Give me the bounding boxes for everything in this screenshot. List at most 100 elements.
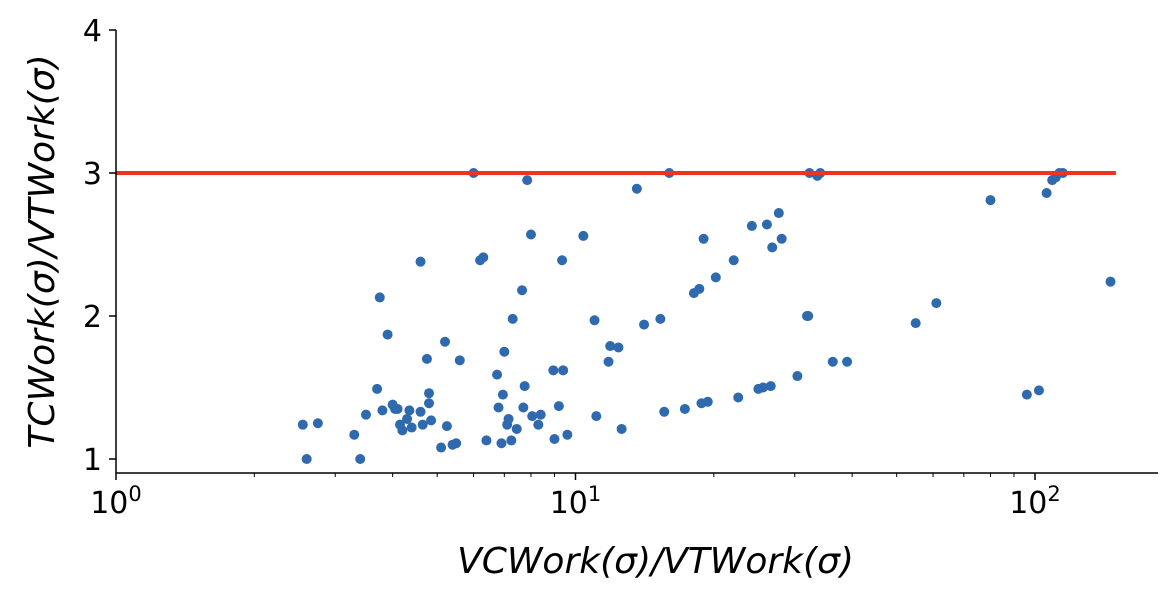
data-point [639,319,650,330]
data-point [493,402,504,413]
data-point [761,219,772,230]
y-tick-label: 1 [83,443,102,478]
data-point [746,220,757,231]
data-point [694,283,705,294]
data-point [503,413,514,424]
data-point [374,292,385,303]
data-point [382,329,393,340]
data-point [522,175,533,186]
data-point [301,454,312,464]
data-point [616,423,627,434]
y-tick-label: 2 [83,300,102,335]
data-point [557,255,568,266]
data-point [985,195,996,206]
x-tick-label: 101 [550,482,602,521]
data-point [1033,385,1044,396]
data-point [803,311,814,321]
data-point [441,421,452,432]
data-point [589,315,600,326]
data-point [910,318,921,329]
data-point [436,442,447,453]
y-axis-ticks: 1 2 3 4 [83,14,116,478]
data-point [767,242,778,253]
data-point [655,313,666,324]
data-point [733,392,744,403]
data-point [426,415,437,426]
data-point [440,336,451,347]
data-point [454,355,465,366]
data-point [406,422,417,433]
data-point [506,435,517,446]
data-point [402,413,413,424]
data-point [591,411,602,422]
data-point [511,423,522,434]
data-point [451,438,462,449]
data-point [481,435,492,446]
data-point [710,272,721,283]
data-point [773,208,784,219]
data-point [535,409,546,420]
data-point [631,183,642,194]
x-tick-label: 100 [90,482,142,521]
data-point [659,406,670,417]
data-point [548,365,559,376]
data-point [417,419,428,430]
data-point [931,298,942,309]
data-point [558,365,569,376]
data-point [404,405,415,416]
data-point [827,356,838,367]
y-tick-label: 4 [83,14,102,49]
data-point [578,230,589,241]
data-point [553,401,564,412]
data-point [497,389,508,400]
data-points [297,168,1116,464]
data-point [360,409,371,420]
data-point [377,405,388,416]
data-point [372,383,383,394]
data-point [312,418,323,429]
x-axis-ticks: 100 101 102 [90,473,1061,521]
data-point [519,381,530,392]
data-point [507,313,518,324]
data-point [424,388,435,399]
data-point [679,403,690,414]
data-point [415,256,426,267]
x-axis-minor-ticks [253,473,1015,477]
data-point [792,371,803,382]
data-point [603,356,614,367]
data-point [698,233,709,244]
data-point [842,356,853,367]
data-point [776,233,787,244]
data-point [397,425,408,436]
x-axis-title: VCWork(σ)/VTWork(σ) [457,541,854,582]
data-point [527,411,538,422]
data-point [758,382,769,393]
data-point [765,381,776,392]
data-point [492,369,503,380]
data-point [525,229,536,240]
data-point [518,402,529,413]
data-point [392,403,403,414]
data-point [499,346,510,357]
data-point [1105,276,1116,287]
data-point [297,419,308,430]
data-point [702,396,713,407]
data-point [549,433,560,444]
y-axis-title: TCWork(σ)/VTWork(σ) [22,54,63,448]
data-point [517,285,528,296]
x-tick-label: 102 [1009,482,1061,521]
data-point [1021,389,1032,400]
data-point [496,438,507,449]
data-point [562,429,573,440]
data-point [533,419,544,430]
data-point [424,398,435,409]
data-point [605,341,616,352]
data-point [728,255,739,266]
data-point [415,406,426,417]
data-point [421,353,432,364]
data-point [1041,188,1052,199]
data-point [478,252,489,263]
data-point [349,429,360,440]
data-point [613,342,624,353]
